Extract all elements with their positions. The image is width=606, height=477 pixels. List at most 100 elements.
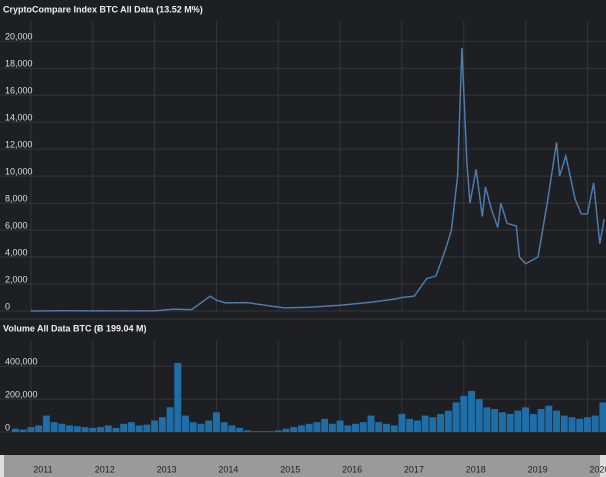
volume-bar (398, 413, 406, 432)
navigator-handle[interactable] (0, 455, 4, 477)
price-line-accent (30, 47, 605, 312)
volume-bar (591, 415, 599, 432)
volume-bar (336, 420, 344, 432)
volume-bar (189, 422, 197, 432)
x-tick-label: 2019 (528, 464, 548, 474)
volume-bar (50, 422, 58, 432)
volume-bar (475, 399, 483, 432)
y-tick-label: 4,000 (5, 247, 28, 257)
volume-bar (220, 422, 228, 432)
y-tick-label: 14,000 (5, 113, 33, 123)
volume-bar (352, 423, 360, 432)
x-tick-label: 2012 (95, 464, 115, 474)
volume-bar (344, 425, 352, 432)
volume-bar (19, 429, 27, 432)
volume-bar (135, 425, 143, 432)
volume-bar (81, 427, 89, 432)
volume-bar (413, 420, 421, 432)
volume-bar (483, 407, 491, 432)
volume-bar (514, 410, 522, 432)
volume-bar (104, 425, 112, 432)
volume-bar (236, 427, 244, 432)
volume-bar (274, 430, 282, 432)
x-tick-label: 2014 (218, 464, 238, 474)
volume-bar (305, 423, 313, 432)
volume-bar (367, 415, 375, 432)
chart-title: CryptoCompare Index BTC All Data (13.52 … (3, 4, 203, 14)
volume-bar (66, 425, 74, 432)
volume-bar (73, 426, 81, 432)
volume-bar (89, 427, 97, 432)
volume-bar (166, 407, 174, 432)
volume-bar (491, 409, 499, 432)
y-tick-label: 16,000 (5, 86, 33, 96)
volume-bar (282, 428, 290, 432)
volume-bar (182, 415, 189, 432)
volume-bar (321, 418, 329, 432)
navigator-handle[interactable] (600, 455, 606, 477)
x-tick-label: 2013 (157, 464, 177, 474)
volume-bar (27, 427, 35, 432)
volume-bar (468, 390, 475, 432)
volume-bar (444, 410, 452, 432)
volume-bar (112, 427, 120, 432)
navigator[interactable] (0, 455, 606, 477)
volume-bar (390, 425, 398, 432)
volume-bar (174, 363, 182, 432)
x-tick-label: 2016 (342, 464, 362, 474)
volume-bar (522, 407, 530, 432)
y-tick-label: 2,000 (5, 274, 28, 284)
volume-bar (553, 410, 561, 432)
separator (0, 318, 606, 320)
volume-bar (228, 425, 236, 432)
volume-bar (406, 418, 414, 432)
volume-bar (383, 423, 390, 432)
volume-bar (568, 417, 576, 432)
volume-bar (529, 413, 537, 432)
volume-bar (421, 415, 429, 432)
volume-bar (429, 417, 437, 432)
volume-bar (313, 422, 321, 432)
x-tick-label: 2017 (404, 464, 424, 474)
volume-bar (158, 417, 166, 432)
volume-bar (205, 420, 213, 432)
y-tick-label: 0 (5, 301, 10, 311)
volume-bar (120, 423, 128, 432)
x-tick-label: 2018 (466, 464, 486, 474)
y-tick-label: 20,000 (5, 32, 33, 42)
y-tick-label: 6,000 (5, 220, 28, 230)
y-tick-label: 12,000 (5, 140, 33, 150)
x-tick-label: 2015 (280, 464, 300, 474)
volume-bar (452, 402, 460, 432)
volume-bar (143, 424, 151, 432)
volume-bar (545, 405, 553, 432)
volume-bar (599, 402, 606, 432)
y-tick-label: 10,000 (5, 166, 33, 176)
volume-bar (151, 420, 159, 432)
y-tick-label: 200,000 (5, 390, 38, 400)
volume-bar (537, 409, 545, 432)
volume-bar (197, 423, 205, 432)
volume-bar (127, 422, 135, 432)
volume-bar (498, 412, 506, 432)
volume-bar (297, 425, 305, 432)
volume-bar (58, 423, 66, 432)
volume-bar (35, 425, 43, 432)
x-tick-label: 2011 (33, 464, 52, 474)
volume-bar (97, 427, 104, 432)
volume-bar (583, 417, 591, 432)
volume-bar (42, 415, 50, 432)
volume-bar (359, 422, 367, 432)
volume-bar (375, 422, 383, 432)
volume-bar (290, 427, 298, 432)
volume-bar (460, 395, 468, 432)
volume-bar (212, 412, 220, 432)
volume-bar (437, 413, 445, 432)
volume-bar (251, 431, 259, 432)
volume-bar (243, 430, 251, 432)
volume-bar (11, 428, 19, 432)
y-tick-label: 400,000 (5, 357, 38, 367)
